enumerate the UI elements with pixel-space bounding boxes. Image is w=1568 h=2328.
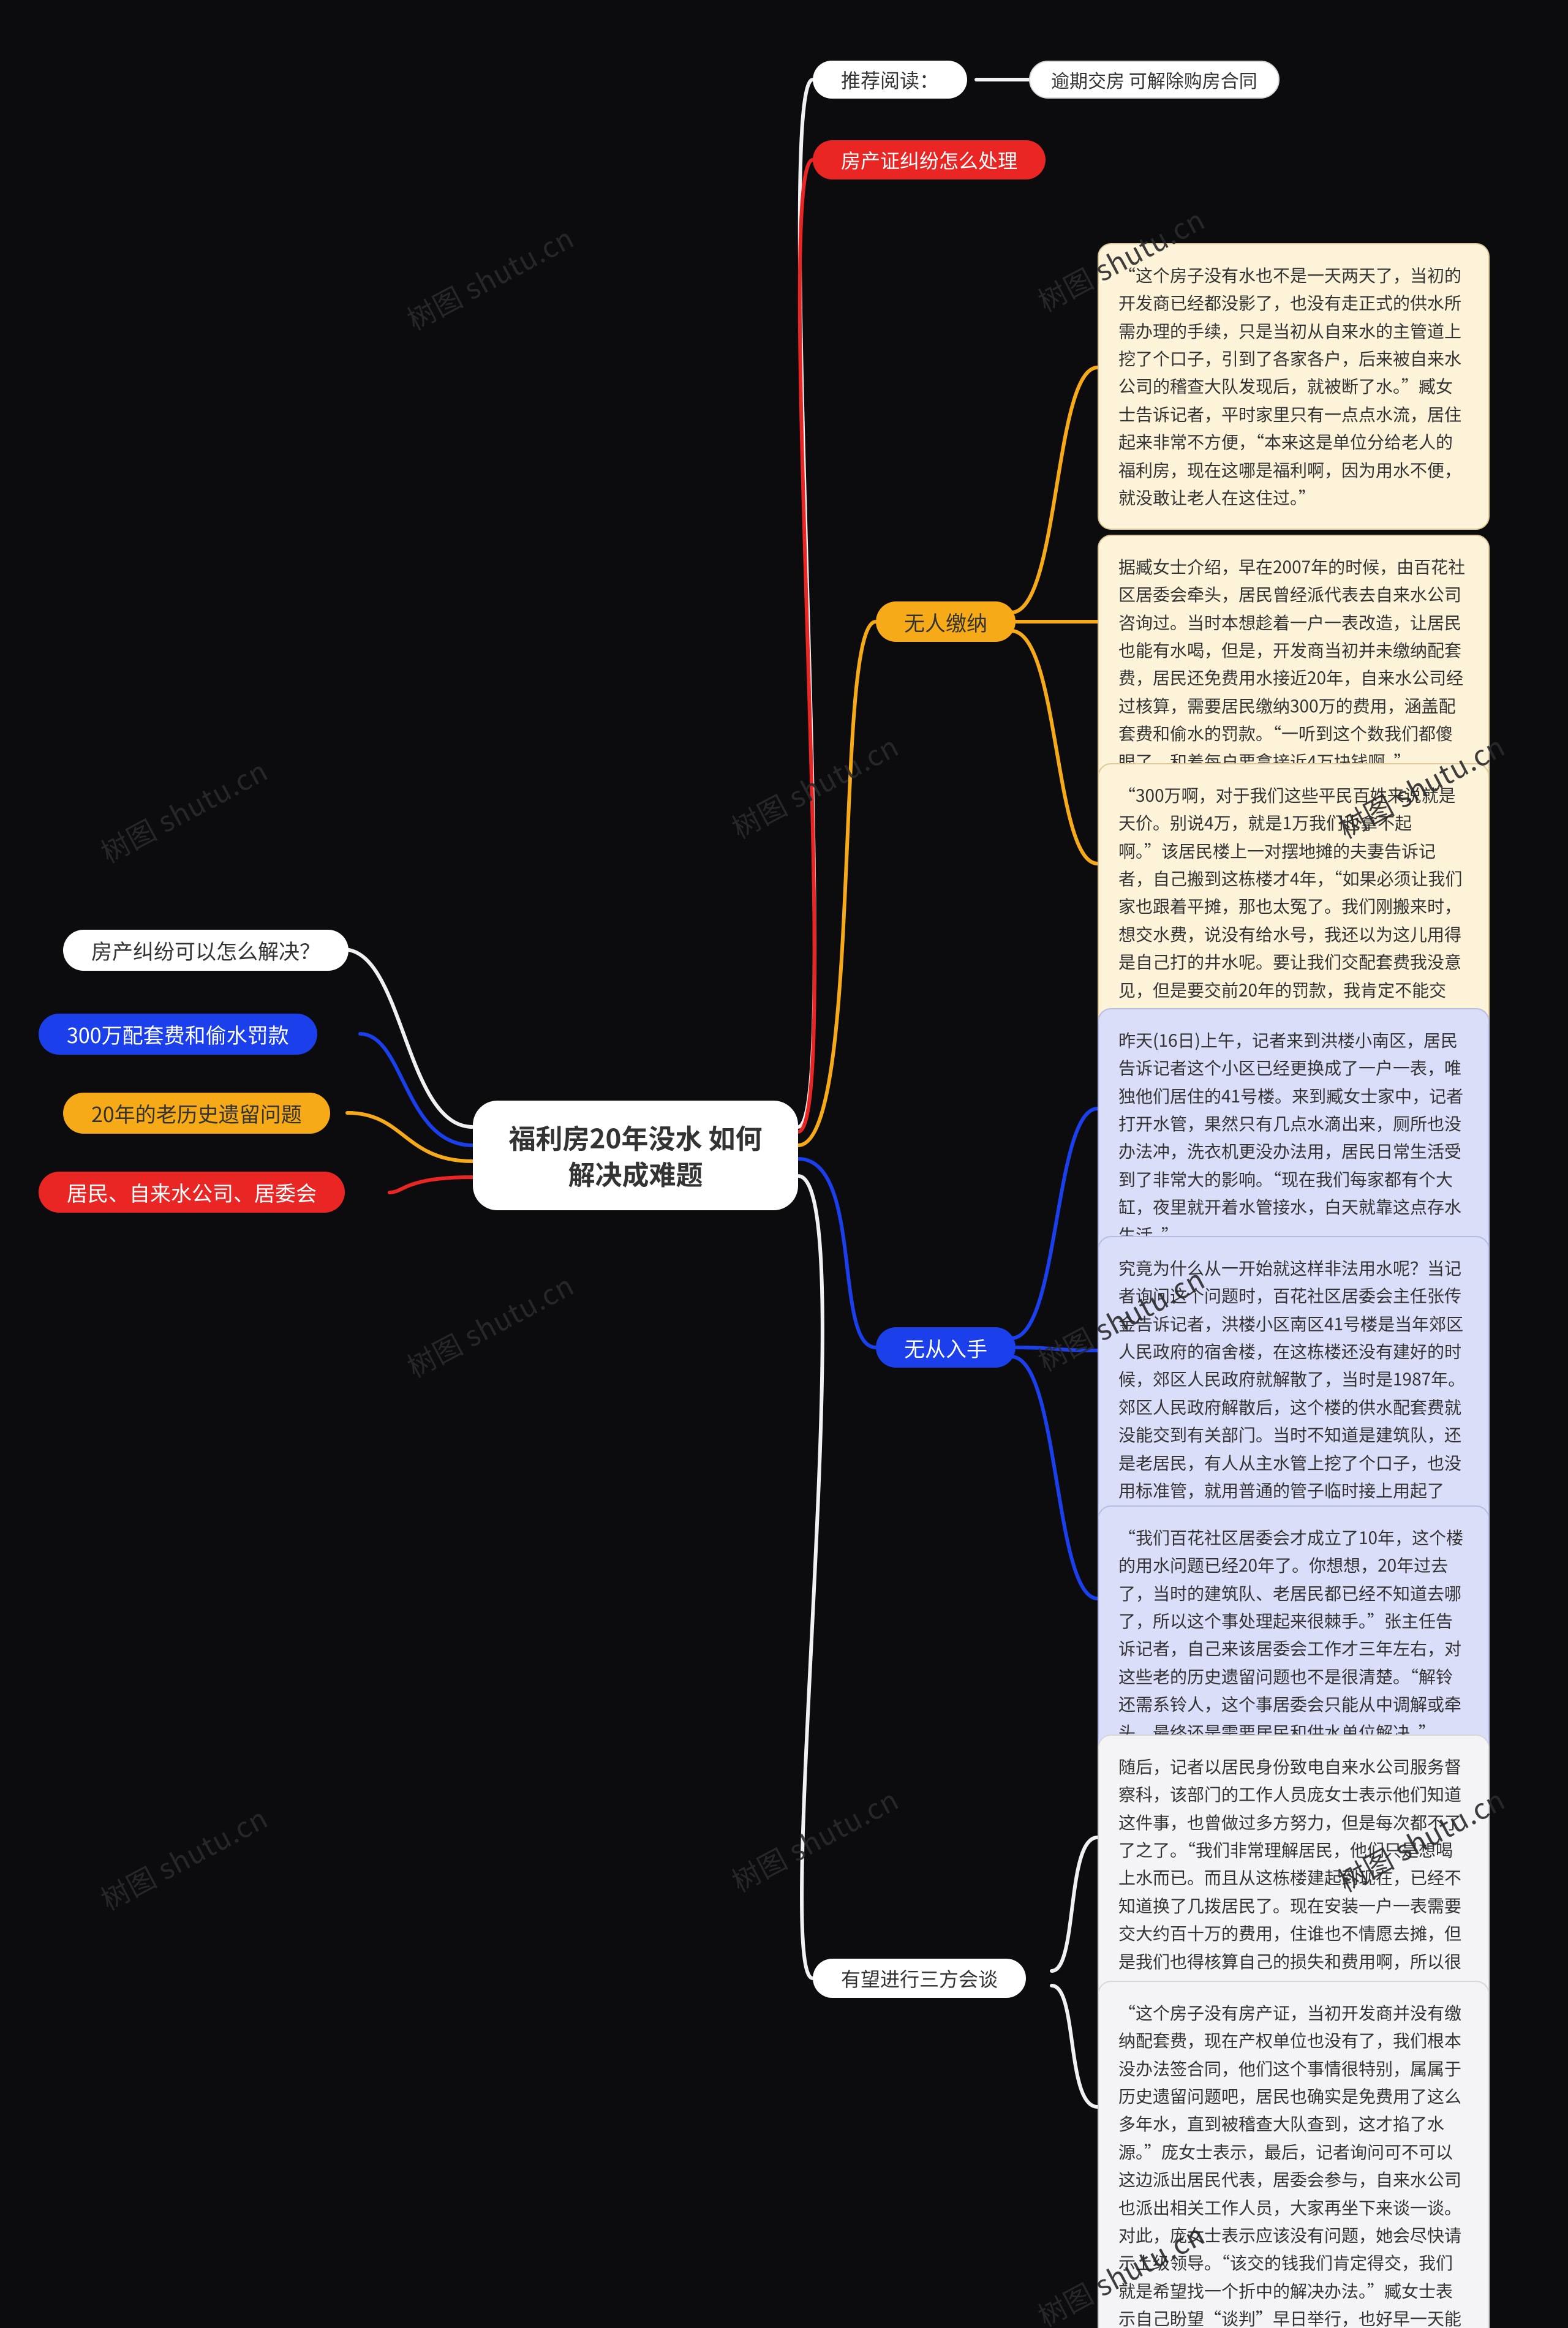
nopayer-box-3[interactable]: “300万啊，对于我们这些平民百姓来说就是天价。别说4万，就是1万我们也拿不起啊…: [1098, 763, 1490, 1050]
tripartite-box-1[interactable]: 随后，记者以居民身份致电自来水公司服务督察科，该部门的工作人员庞女士表示他们知道…: [1098, 1735, 1490, 2021]
root-node[interactable]: 福利房20年没水 如何解决成难题: [473, 1101, 798, 1210]
watermark: 树图 shutu.cn: [399, 217, 581, 339]
left-node-how-resolve[interactable]: 房产纠纷可以怎么解决？: [63, 930, 349, 971]
nostart-box-2[interactable]: 究竟为什么从一开始就这样非法用水呢？当记者询问这个问题时，百花社区居委会主任张传…: [1098, 1236, 1490, 1551]
watermark: 树图 shutu.cn: [724, 725, 905, 847]
watermark: 树图 shutu.cn: [399, 1264, 581, 1386]
watermark: 树图 shutu.cn: [724, 1779, 905, 1900]
right-node-tripartite[interactable]: 有望进行三方会谈: [813, 1959, 1026, 1998]
right-node-recommend-child[interactable]: 逾期交房 可解除购房合同: [1029, 61, 1280, 99]
mindmap-canvas: 福利房20年没水 如何解决成难题 房产纠纷可以怎么解决？ 300万配套费和偷水罚…: [0, 0, 1568, 2328]
right-node-recommend[interactable]: 推荐阅读：: [813, 61, 967, 99]
nostart-box-1[interactable]: 昨天(16日)上午，记者来到洪楼小南区，居民告诉记者这个小区已经更换成了一户一表…: [1098, 1008, 1490, 1267]
left-node-legacy[interactable]: 20年的老历史遗留问题: [63, 1093, 330, 1134]
left-node-fee-fine[interactable]: 300万配套费和偷水罚款: [39, 1014, 317, 1055]
root-title: 福利房20年没水 如何解决成难题: [502, 1119, 769, 1192]
nopayer-box-1[interactable]: “这个房子没有水也不是一天两天了，当初的开发商已经都没影了，也没有走正式的供水所…: [1098, 243, 1490, 530]
watermark: 树图 shutu.cn: [93, 750, 274, 872]
nostart-box-3[interactable]: “我们百花社区居委会才成立了10年，这个楼的用水问题已经20年了。你想想，20年…: [1098, 1505, 1490, 1765]
right-node-nopayer[interactable]: 无人缴纳: [876, 601, 1016, 642]
right-node-dispute[interactable]: 房产证纠纷怎么处理: [813, 140, 1046, 179]
watermark: 树图 shutu.cn: [93, 1797, 274, 1919]
tripartite-box-2[interactable]: “这个房子没有房产证，当初开发商并没有缴纳配套费，现在产权单位也没有了，我们根本…: [1098, 1981, 1490, 2328]
left-node-parties[interactable]: 居民、自来水公司、居委会: [39, 1172, 345, 1213]
right-node-nostart[interactable]: 无从入手: [876, 1327, 1016, 1368]
nopayer-box-2[interactable]: 据臧女士介绍，早在2007年的时候，由百花社区居委会牵头，居民曾经派代表去自来水…: [1098, 535, 1490, 794]
